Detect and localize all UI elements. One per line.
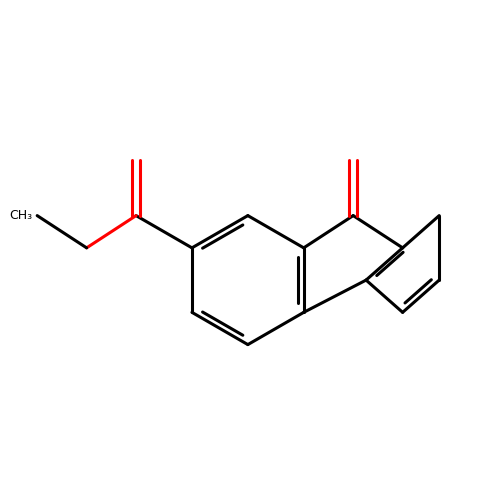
Text: CH₃: CH₃ [10, 209, 33, 222]
